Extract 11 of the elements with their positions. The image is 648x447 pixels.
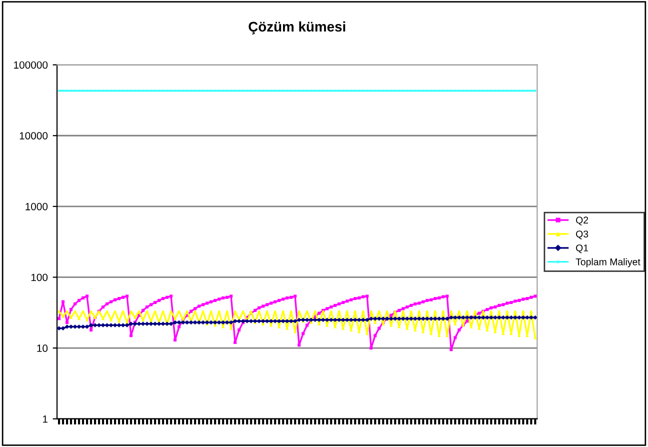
legend-label: Toplam Maliyet bbox=[576, 258, 640, 268]
y-tick-label: 1000 bbox=[26, 202, 48, 210]
y-tick-label: 100 bbox=[31, 274, 48, 282]
y-tick-label: 100000 bbox=[14, 61, 48, 69]
chart-title: Çözüm kümesi bbox=[248, 21, 346, 34]
legend-label: Q3 bbox=[576, 230, 588, 240]
legend-label: Q2 bbox=[576, 216, 588, 226]
y-tick-label: 10000 bbox=[20, 132, 48, 140]
y-tick-label: 1 bbox=[43, 415, 48, 423]
y-tick-label: 10 bbox=[37, 344, 48, 352]
legend-label: Q1 bbox=[576, 244, 588, 254]
